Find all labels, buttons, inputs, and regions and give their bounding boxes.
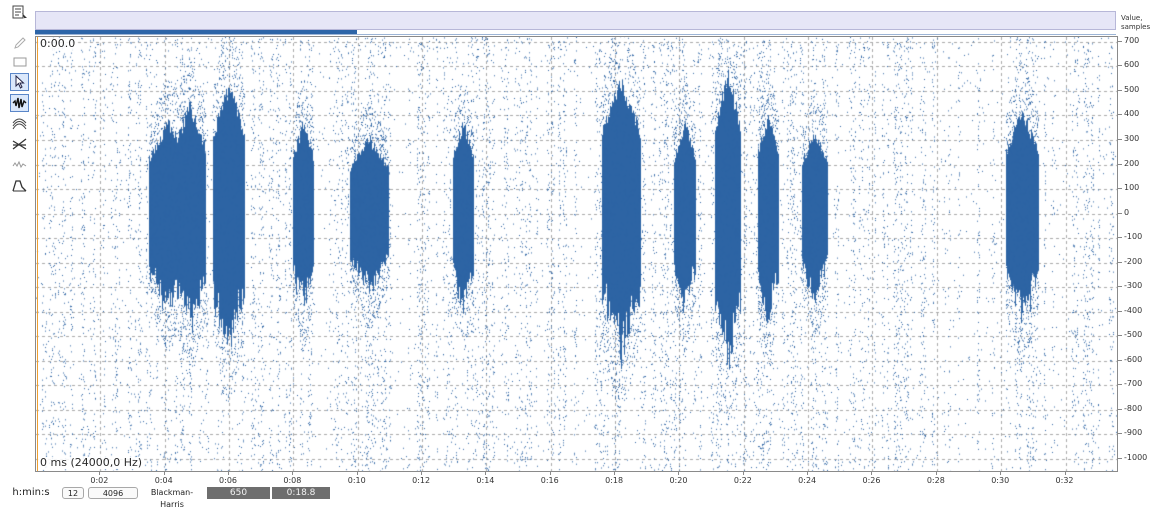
time-tick-label: 0:16 bbox=[540, 472, 559, 485]
value-readout: 650 bbox=[207, 487, 270, 499]
value-tick-label: -800 bbox=[1117, 403, 1143, 413]
value-tick-label: 600 bbox=[1117, 60, 1140, 70]
value-tick-label: 500 bbox=[1117, 84, 1140, 94]
value-tick-label: 300 bbox=[1117, 133, 1140, 143]
time-tick-label: 0:22 bbox=[733, 472, 752, 485]
value-unit-label: Value, samples bbox=[1121, 14, 1151, 31]
overview-strip[interactable] bbox=[35, 11, 1116, 30]
time-tick-label: 0:24 bbox=[798, 472, 817, 485]
time-tick-label: 0:12 bbox=[412, 472, 431, 485]
time-readout: 0:18.8 bbox=[272, 487, 330, 499]
waveform-canvas[interactable] bbox=[36, 37, 1117, 471]
pencil-icon[interactable] bbox=[10, 34, 29, 52]
cursor-time-label: 0:00.0 bbox=[38, 37, 78, 50]
value-tick-label: -600 bbox=[1117, 354, 1143, 364]
time-axis[interactable]: 0:02 0:04 0:06 0:08 0:10 0:12 0:14 0:16 0:18 0:20… bbox=[35, 472, 1118, 486]
value-tick-label: -700 bbox=[1117, 379, 1143, 389]
waveform-plot[interactable]: 0:00.0 0 ms (24000,0 Hz) bbox=[35, 36, 1118, 472]
value-tick-label: 200 bbox=[1117, 158, 1140, 168]
value-tick-label: 400 bbox=[1117, 109, 1140, 119]
waveform-view-icon[interactable] bbox=[10, 94, 29, 112]
time-tick-label: 0:26 bbox=[862, 472, 881, 485]
value-tick-label: 700 bbox=[1117, 35, 1140, 45]
time-tick-label: 0:14 bbox=[476, 472, 495, 485]
time-format-label[interactable]: h:min:s bbox=[12, 487, 50, 498]
overview-position-indicator[interactable] bbox=[35, 30, 357, 34]
value-tick-label: -200 bbox=[1117, 256, 1143, 266]
time-tick-label: 0:08 bbox=[283, 472, 302, 485]
value-tick-label: -400 bbox=[1117, 305, 1143, 315]
time-tick-label: 0:18 bbox=[605, 472, 624, 485]
cursor-info-label: 0 ms (24000,0 Hz) bbox=[38, 456, 145, 469]
noise-view-icon[interactable] bbox=[10, 155, 29, 173]
fft-order-field[interactable]: 12 bbox=[62, 487, 84, 499]
value-tick-label: -900 bbox=[1117, 428, 1143, 438]
value-tick-label: 0 bbox=[1117, 207, 1130, 217]
value-tick-label: -1000 bbox=[1117, 452, 1148, 462]
time-tick-label: 0:20 bbox=[669, 472, 688, 485]
overview-divider bbox=[35, 34, 1116, 35]
left-toolbar bbox=[0, 0, 34, 474]
window-function-field[interactable]: Blackman-Harris bbox=[150, 488, 194, 509]
value-scale[interactable]: 700 600 500 400 300 200 100 0 -100 -200 -300 -400 -5… bbox=[1117, 35, 1163, 472]
time-tick-label: 0:28 bbox=[926, 472, 945, 485]
playback-cursor[interactable] bbox=[37, 37, 38, 471]
properties-icon[interactable] bbox=[10, 4, 29, 22]
value-tick-label: -500 bbox=[1117, 330, 1143, 340]
rectangle-icon[interactable] bbox=[10, 53, 29, 71]
spectrogram-view-icon[interactable] bbox=[10, 115, 29, 133]
time-tick-label: 0:32 bbox=[1055, 472, 1074, 485]
fft-size-field[interactable]: 4096 bbox=[88, 487, 138, 499]
select-cursor-icon[interactable] bbox=[10, 73, 29, 91]
envelope-view-icon[interactable] bbox=[10, 176, 29, 194]
level-view-icon[interactable] bbox=[10, 135, 29, 153]
status-bar: h:min:s 12 4096 Blackman-Harris 650 0:18… bbox=[0, 486, 1163, 509]
time-tick-label: 0:06 bbox=[219, 472, 238, 485]
value-tick-label: -300 bbox=[1117, 281, 1143, 291]
value-tick-label: 100 bbox=[1117, 183, 1140, 193]
time-tick-label: 0:04 bbox=[154, 472, 173, 485]
time-tick-label: 0:10 bbox=[347, 472, 366, 485]
time-tick-label: 0:30 bbox=[991, 472, 1010, 485]
time-tick-label: 0:02 bbox=[90, 472, 109, 485]
value-tick-label: -100 bbox=[1117, 232, 1143, 242]
